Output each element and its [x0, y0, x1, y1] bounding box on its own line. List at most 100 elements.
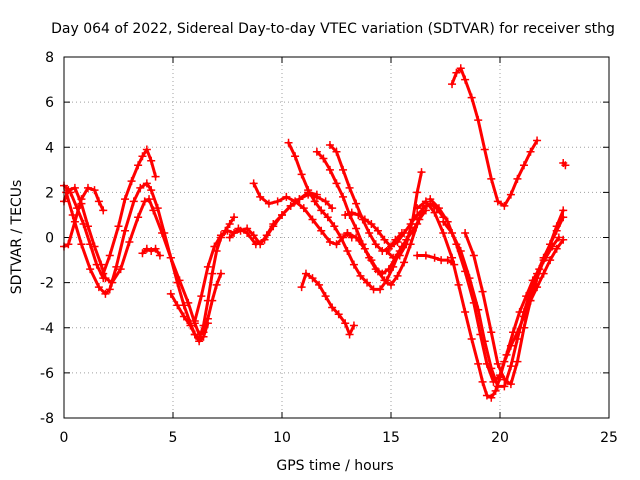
data-point — [421, 251, 430, 260]
data-point — [251, 240, 260, 249]
data-point — [291, 152, 300, 161]
data-point — [526, 147, 535, 156]
data-point — [151, 244, 160, 253]
data-point — [345, 330, 354, 339]
data-point — [387, 280, 395, 289]
data-point — [474, 305, 483, 314]
data-point — [328, 303, 337, 312]
data-point — [121, 226, 130, 235]
data-point — [94, 197, 103, 206]
series-line — [64, 181, 210, 343]
data-point — [343, 228, 352, 237]
data-point — [448, 228, 457, 237]
data-point — [317, 226, 326, 235]
series-line — [415, 199, 565, 400]
data-point — [216, 269, 225, 278]
data-point — [367, 256, 376, 265]
data-point — [500, 382, 509, 391]
data-point — [349, 321, 358, 330]
data-point — [186, 321, 195, 330]
data-point — [297, 170, 306, 179]
data-point — [400, 228, 409, 237]
y-tick-label: -4 — [40, 321, 54, 337]
data-point — [77, 240, 86, 249]
data-point — [413, 219, 422, 228]
series-line — [101, 148, 158, 276]
data-point — [125, 238, 134, 247]
grid — [64, 57, 609, 418]
data-point — [413, 188, 422, 197]
data-point — [448, 80, 457, 89]
data-point — [559, 235, 568, 244]
data-point — [426, 195, 435, 204]
data-point — [347, 208, 356, 217]
data-point — [332, 179, 341, 188]
data-point — [256, 192, 265, 201]
data-point — [243, 228, 252, 237]
data-point — [190, 330, 199, 339]
series-line — [315, 150, 404, 276]
series-line — [62, 186, 105, 248]
data-point — [142, 244, 151, 253]
data-point — [142, 145, 151, 154]
data-point — [147, 247, 156, 256]
data-point — [145, 195, 154, 204]
data-point — [519, 323, 528, 332]
data-point — [105, 251, 114, 260]
data-point — [136, 183, 145, 192]
data-point — [64, 240, 73, 249]
data-point — [487, 364, 496, 373]
data-point — [384, 265, 393, 274]
data-point — [264, 199, 273, 208]
data-point — [393, 271, 402, 280]
data-point — [389, 253, 398, 262]
data-point — [317, 206, 326, 215]
data-series — [60, 64, 570, 402]
data-point — [166, 289, 175, 298]
data-point — [321, 292, 330, 301]
series-arc24 — [559, 159, 570, 170]
data-point — [513, 357, 522, 366]
data-point — [99, 206, 108, 215]
data-point — [319, 154, 328, 163]
data-point — [286, 201, 295, 210]
data-point — [367, 219, 376, 228]
x-tick-label: 25 — [600, 430, 618, 446]
data-point — [349, 260, 358, 269]
data-point — [334, 310, 343, 319]
data-point — [382, 247, 391, 256]
data-point — [439, 228, 448, 237]
data-point — [112, 262, 121, 271]
data-point — [299, 204, 308, 213]
data-point — [114, 222, 123, 231]
data-point — [487, 174, 496, 183]
data-point — [225, 233, 234, 242]
data-point — [83, 222, 92, 231]
data-point — [341, 210, 350, 219]
data-point — [304, 186, 313, 195]
plot-frame — [63, 56, 610, 419]
data-point — [561, 161, 570, 170]
data-point — [339, 165, 348, 174]
data-point — [151, 172, 160, 181]
data-point — [315, 280, 324, 289]
data-point — [448, 253, 457, 262]
data-point — [493, 197, 502, 206]
data-point — [417, 168, 426, 177]
data-point — [467, 335, 476, 344]
data-point — [142, 179, 151, 188]
data-point — [199, 321, 208, 330]
data-point — [203, 262, 212, 271]
data-point — [138, 152, 147, 161]
data-point — [371, 240, 380, 249]
data-point — [321, 197, 330, 206]
data-point — [325, 238, 334, 247]
data-point — [308, 215, 317, 224]
data-point — [461, 75, 470, 84]
data-point — [539, 256, 548, 265]
data-point — [345, 183, 354, 192]
data-point — [513, 174, 522, 183]
data-point — [474, 359, 483, 368]
y-tick-label: 4 — [45, 140, 54, 156]
